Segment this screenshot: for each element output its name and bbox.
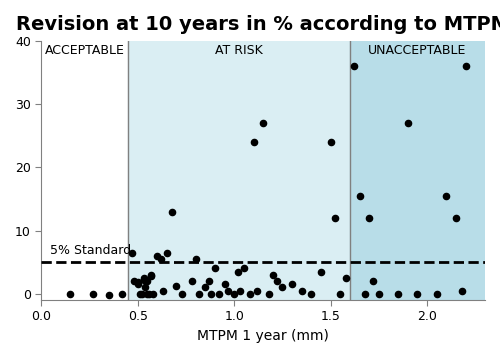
Point: [350, 63, 358, 69]
Point: [142, 285, 150, 290]
Point: [148, 273, 156, 279]
Point: [369, 278, 377, 284]
Point: [308, 291, 316, 296]
Point: [336, 291, 344, 296]
Bar: [128, 41, 350, 300]
Point: [298, 288, 306, 294]
Point: [236, 288, 244, 294]
Point: [215, 291, 223, 296]
Text: 5% Standard: 5% Standard: [50, 244, 132, 257]
Point: [278, 285, 286, 290]
Point: [159, 288, 167, 294]
Point: [442, 193, 450, 199]
Point: [462, 63, 469, 69]
Point: [365, 215, 373, 221]
Point: [207, 291, 215, 296]
Point: [140, 277, 147, 283]
Point: [394, 291, 402, 296]
Point: [130, 278, 138, 284]
Point: [134, 281, 142, 287]
Point: [105, 292, 113, 298]
Point: [326, 139, 334, 145]
Point: [265, 291, 273, 296]
Point: [140, 275, 147, 281]
Point: [330, 215, 338, 221]
Point: [136, 291, 143, 296]
Point: [138, 291, 145, 296]
Point: [220, 281, 228, 287]
Point: [196, 291, 203, 296]
Point: [250, 139, 258, 145]
Bar: [42, 41, 128, 300]
Point: [90, 291, 98, 296]
Title: Revision at 10 years in % according to MTPM: Revision at 10 years in % according to M…: [16, 15, 500, 34]
Point: [178, 291, 186, 296]
X-axis label: MTPM 1 year (mm): MTPM 1 year (mm): [197, 329, 329, 343]
Point: [230, 291, 238, 296]
Point: [342, 275, 350, 281]
Point: [66, 291, 74, 296]
Point: [246, 291, 254, 296]
Point: [144, 278, 152, 284]
Point: [362, 291, 370, 296]
Text: ACCEPTABLE: ACCEPTABLE: [45, 44, 124, 57]
Point: [375, 291, 383, 296]
Point: [149, 291, 157, 296]
Point: [153, 253, 161, 259]
Point: [452, 215, 460, 221]
Point: [205, 278, 213, 284]
Point: [157, 256, 165, 262]
Point: [224, 288, 232, 294]
Point: [144, 291, 152, 296]
Point: [168, 209, 176, 214]
Point: [317, 269, 325, 275]
Point: [414, 291, 422, 296]
Point: [134, 280, 142, 285]
Point: [172, 283, 180, 289]
Point: [162, 250, 170, 256]
Point: [146, 291, 154, 296]
Text: AT RISK: AT RISK: [215, 44, 263, 57]
Point: [192, 256, 200, 262]
Point: [433, 291, 441, 296]
Point: [288, 281, 296, 287]
Point: [118, 291, 126, 296]
Bar: [350, 41, 485, 300]
Text: UNACCEPTABLE: UNACCEPTABLE: [368, 44, 466, 57]
Point: [148, 272, 156, 278]
Point: [259, 120, 267, 126]
Point: [254, 288, 262, 294]
Point: [202, 285, 209, 290]
Point: [269, 272, 277, 278]
Point: [356, 193, 364, 199]
Point: [458, 288, 466, 294]
Point: [128, 250, 136, 256]
Point: [211, 266, 219, 271]
Point: [240, 266, 248, 271]
Point: [272, 278, 280, 284]
Point: [188, 278, 196, 284]
Point: [404, 120, 412, 126]
Point: [234, 269, 242, 275]
